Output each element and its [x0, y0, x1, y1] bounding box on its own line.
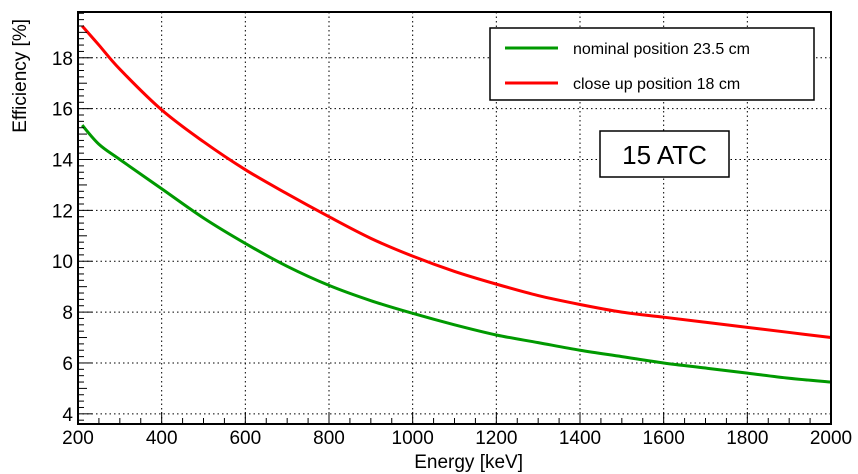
x-tick-label: 600	[229, 428, 261, 449]
y-tick-labels: 4 6 8 10 12 14 16 18	[52, 49, 74, 426]
y-tick-label: 4	[62, 405, 73, 426]
annotation-text: 15 ATC	[622, 140, 707, 170]
x-tick-label: 1400	[559, 428, 601, 449]
x-tick-label: 1200	[475, 428, 517, 449]
series-line-1	[81, 24, 832, 340]
legend: nominal position 23.5 cm close up positi…	[489, 27, 815, 101]
y-tick-label: 18	[52, 49, 73, 70]
x-tick-label: 800	[313, 428, 345, 449]
x-tick-label: 2000	[810, 428, 852, 449]
y-tick-label: 14	[52, 151, 74, 172]
y-tick-label: 8	[62, 303, 73, 324]
y-axis-title: Efficiency [%]	[10, 19, 31, 133]
annotation: 15 ATC	[599, 130, 730, 178]
x-tick-label: 400	[146, 428, 178, 449]
annotation-box	[599, 130, 730, 178]
y-tick-label: 12	[52, 201, 73, 222]
legend-box	[489, 27, 815, 101]
x-tick-label: 200	[62, 428, 94, 449]
series-line-0	[81, 124, 832, 384]
legend-label-close-up: close up position 18 cm	[573, 76, 740, 93]
x-axis-title: Energy [keV]	[414, 452, 523, 473]
x-tick-label: 1600	[643, 428, 685, 449]
y-tick-label: 10	[52, 252, 73, 273]
series-layer	[81, 24, 832, 384]
x-tick-label: 1800	[726, 428, 768, 449]
legend-label-nominal: nominal position 23.5 cm	[573, 41, 750, 58]
axis-ticks	[77, 12, 832, 424]
x-tick-label: 1000	[392, 428, 434, 449]
y-tick-label: 6	[62, 354, 73, 375]
y-tick-label: 16	[52, 100, 73, 121]
x-tick-labels: 200 400 600 800 1000 1200 1400 1600 1800 2000	[62, 428, 852, 449]
